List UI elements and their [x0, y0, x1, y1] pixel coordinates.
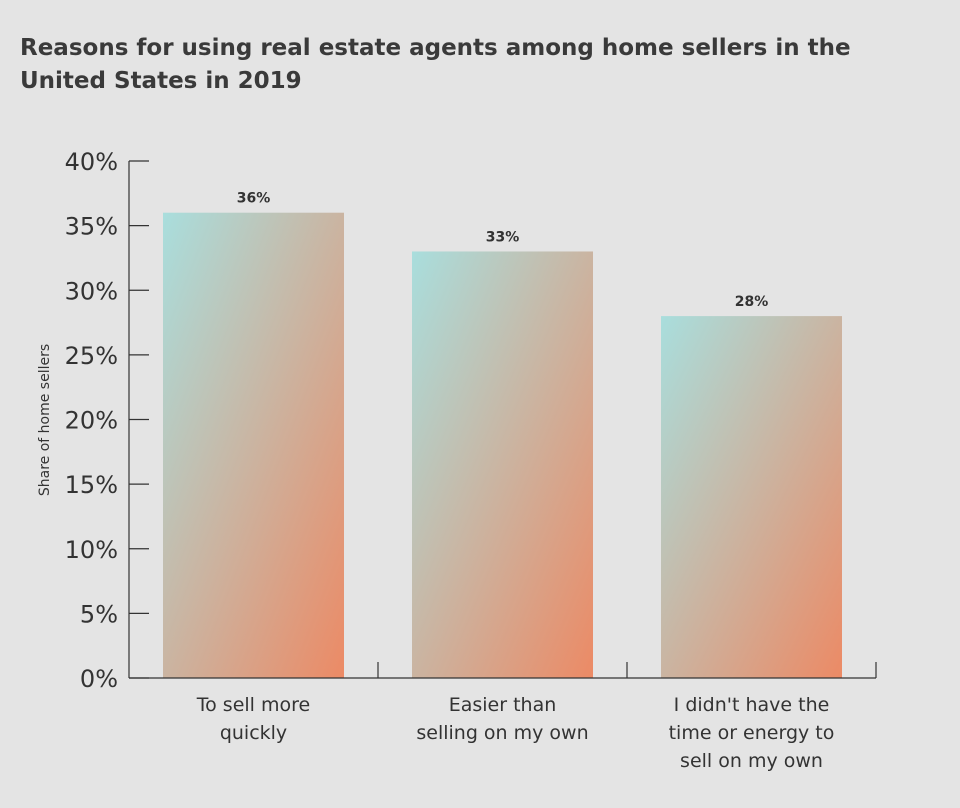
x-tick-label-line: time or energy to	[669, 722, 835, 744]
chart-title: Reasons for using real estate agents amo…	[20, 35, 851, 94]
y-tick-label: 15%	[65, 471, 118, 499]
x-tick-label-line: To sell more	[196, 694, 310, 716]
y-tick-label: 5%	[80, 600, 118, 628]
bar	[412, 251, 593, 678]
y-tick-label: 40%	[65, 148, 118, 176]
x-tick-label-line: I didn't have the	[674, 694, 830, 716]
y-tick-label: 30%	[65, 277, 118, 305]
x-tick-label-line: quickly	[220, 722, 287, 744]
bar	[661, 316, 842, 678]
x-tick-label: I didn't have the time or energy to sell o…	[669, 694, 835, 772]
y-tick-label: 10%	[65, 536, 118, 564]
bar	[163, 212, 344, 678]
x-tick-label-line: Easier than	[449, 694, 557, 716]
data-label: 28%	[735, 294, 769, 310]
y-tick-label: 0%	[80, 665, 118, 693]
x-tick-label-line: sell on my own	[680, 750, 823, 772]
y-axis-label: Share of home sellers	[37, 344, 53, 496]
y-tick-label: 35%	[65, 213, 118, 241]
y-tick-label: 25%	[65, 342, 118, 370]
x-tick-label: Easier than selling on my own	[416, 694, 588, 744]
y-tick-label: 20%	[65, 407, 118, 435]
x-tick-label-line: selling on my own	[416, 722, 588, 744]
data-label: 33%	[486, 229, 520, 245]
data-label: 36%	[237, 191, 271, 207]
x-tick-label: To sell more quickly	[196, 694, 310, 744]
